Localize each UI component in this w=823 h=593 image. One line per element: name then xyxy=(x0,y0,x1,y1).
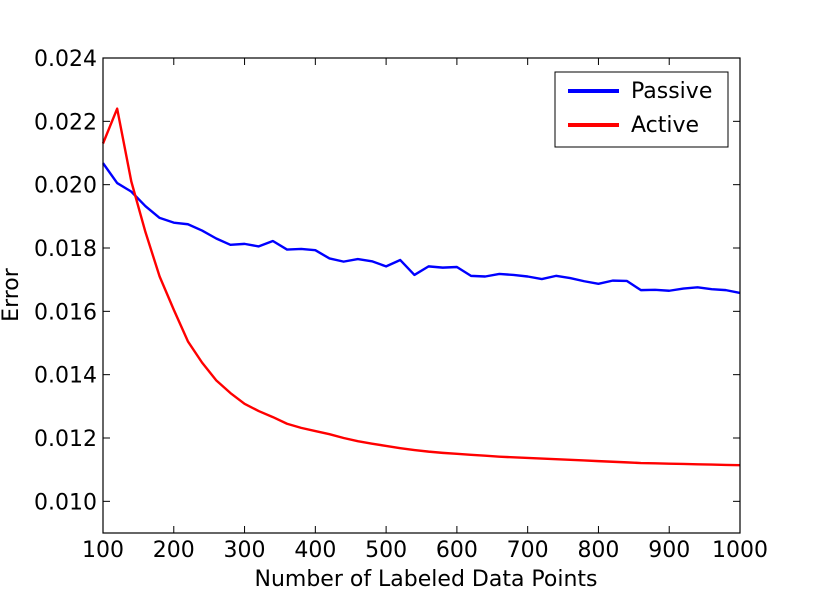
x-axis-label: Number of Labeled Data Points xyxy=(254,567,597,592)
legend-box xyxy=(554,71,729,148)
x-axis: 100 200 300 400 500 600 700 800 900 1000 xyxy=(82,58,768,563)
series-line-passive xyxy=(102,162,741,295)
y-tick-label: 0.016 xyxy=(34,300,97,325)
y-tick-label: 0.024 xyxy=(34,47,97,72)
plot-series xyxy=(101,107,741,467)
plot-frame xyxy=(102,57,741,534)
x-tick-label: 300 xyxy=(224,538,266,563)
legend-label-active: Active xyxy=(631,113,699,138)
y-tick-label: 0.014 xyxy=(34,364,97,389)
x-tick-label: 400 xyxy=(294,538,336,563)
x-tick-label: 800 xyxy=(577,538,619,563)
y-tick-label: 0.020 xyxy=(34,174,97,199)
x-tick-label: 200 xyxy=(153,538,195,563)
y-axis: 0.010 0.012 0.014 0.016 0.018 0.020 0.022 0.024 xyxy=(34,47,740,515)
y-tick-label: 0.022 xyxy=(34,110,97,135)
x-tick-label: 900 xyxy=(648,538,690,563)
x-tick-label: 100 xyxy=(82,538,124,563)
series-line-active xyxy=(101,107,741,467)
y-tick-label: 0.012 xyxy=(34,427,97,452)
x-tick-label: 500 xyxy=(365,538,407,563)
x-tick-label: 700 xyxy=(507,538,549,563)
x-tick-label: 1000 xyxy=(712,538,768,563)
x-tick-label: 600 xyxy=(436,538,478,563)
y-tick-label: 0.018 xyxy=(34,237,97,262)
y-tick-label: 0.010 xyxy=(34,490,97,515)
legend-label-passive: Passive xyxy=(631,79,712,104)
legend: Passive Active xyxy=(554,71,729,148)
y-axis-label: Error xyxy=(0,267,24,322)
